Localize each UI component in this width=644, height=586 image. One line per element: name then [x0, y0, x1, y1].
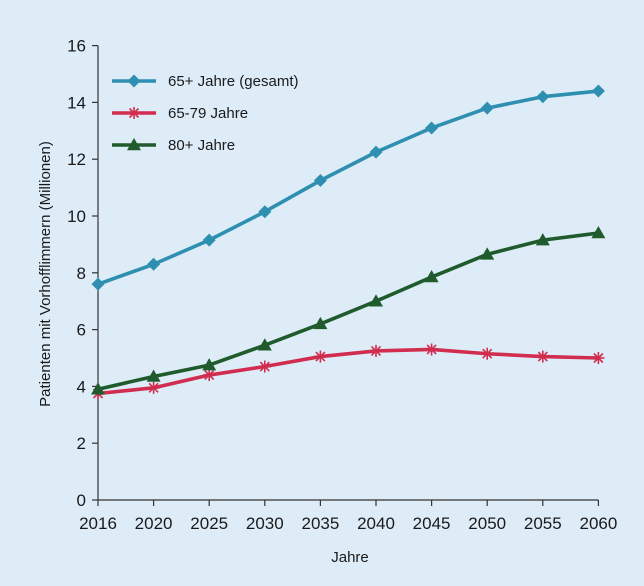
point-marker [146, 369, 161, 382]
x-tick-label: 2035 [301, 514, 339, 533]
y-tick-label: 6 [77, 321, 86, 340]
x-tick-label: 2045 [413, 514, 451, 533]
point-marker [536, 350, 549, 363]
point-marker [313, 316, 328, 330]
point-marker [591, 84, 605, 98]
point-marker [424, 270, 439, 283]
point-marker [91, 382, 105, 395]
y-tick-label: 0 [77, 491, 86, 510]
legend-entry: 65-79 Jahre [112, 105, 248, 122]
x-tick-label: 2040 [357, 514, 395, 533]
legend-label: 65-79 Jahre [168, 105, 248, 122]
x-tick-label: 2025 [190, 514, 228, 533]
x-tick-label: 2016 [79, 514, 117, 533]
series-3 [91, 226, 606, 395]
axes: 0 2 4 6 8 10 12 14 16 2016 2020 2025 2030 2035 2040 204… [67, 37, 617, 533]
point-marker [258, 205, 272, 219]
point-marker [425, 343, 438, 356]
point-marker [592, 352, 605, 364]
y-tick-label: 10 [67, 207, 86, 226]
legend: 65+ Jahre (gesamt) 65-79 Jahre 80+ Jahre [112, 73, 298, 154]
legend-label: 65+ Jahre (gesamt) [168, 73, 298, 90]
point-marker [127, 74, 141, 88]
point-marker [314, 350, 327, 363]
point-marker [127, 138, 141, 151]
series-1 [91, 84, 605, 291]
point-marker [481, 347, 494, 360]
series-layer [91, 84, 606, 400]
point-marker [202, 358, 217, 371]
y-tick-label: 2 [77, 434, 86, 453]
point-marker [535, 233, 550, 246]
y-tick-label: 16 [67, 37, 86, 56]
point-marker [536, 90, 550, 104]
point-marker [480, 247, 495, 260]
legend-label: 80+ Jahre [168, 137, 235, 154]
x-tick-label: 2060 [579, 514, 617, 533]
point-marker [257, 338, 272, 351]
x-tick-label: 2020 [135, 514, 173, 533]
point-marker [203, 369, 216, 382]
series-line [96, 347, 601, 396]
x-tick-label: 2050 [468, 514, 506, 533]
x-axis-title: Jahre [331, 549, 369, 566]
x-tick-label: 2055 [524, 514, 562, 533]
series-line [96, 89, 601, 286]
series-2 [92, 343, 605, 400]
point-marker [313, 174, 327, 187]
y-tick-label: 14 [67, 93, 86, 112]
legend-entry: 65+ Jahre (gesamt) [112, 73, 298, 90]
point-marker [480, 101, 494, 115]
point-marker [369, 145, 383, 159]
point-marker [147, 257, 161, 271]
point-marker [258, 360, 271, 373]
point-marker [91, 277, 105, 291]
x-tick-label: 2030 [246, 514, 284, 533]
series-line [96, 231, 601, 392]
point-marker [425, 121, 439, 135]
legend-entry: 80+ Jahre [112, 137, 235, 154]
point-marker [147, 381, 160, 394]
point-marker [202, 233, 216, 247]
point-marker [128, 107, 140, 119]
y-tick-label: 4 [77, 377, 86, 396]
point-marker [370, 344, 382, 357]
y-tick-label: 8 [77, 264, 86, 283]
point-marker [591, 226, 606, 239]
point-marker [369, 294, 383, 307]
y-axis-title: Patienten mit Vorhofflimmern (Millionen) [37, 141, 54, 407]
y-tick-label: 12 [67, 150, 86, 169]
